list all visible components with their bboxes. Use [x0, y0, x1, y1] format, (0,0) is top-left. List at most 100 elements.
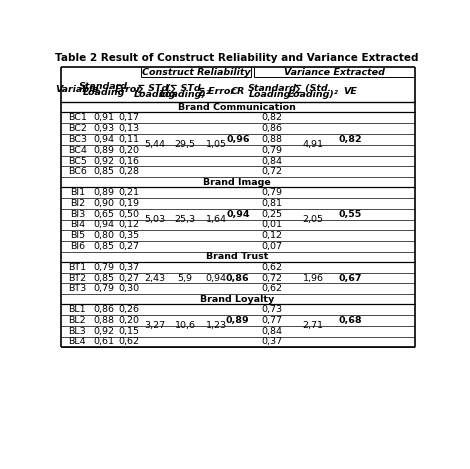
Text: 1,05: 1,05: [205, 140, 227, 149]
Text: ∑ Error: ∑ Error: [197, 87, 235, 96]
Text: 0,65: 0,65: [93, 210, 114, 219]
Text: 0,82: 0,82: [261, 113, 282, 122]
Text: Table 2 Result of Construct Reliability and Variance Extracted: Table 2 Result of Construct Reliability …: [55, 53, 419, 63]
Text: 0,94: 0,94: [93, 220, 114, 229]
Text: 25,3: 25,3: [174, 215, 196, 224]
Text: 0,07: 0,07: [261, 242, 282, 251]
Text: 1,23: 1,23: [205, 321, 227, 330]
Text: 0,17: 0,17: [118, 113, 139, 122]
Text: 0,27: 0,27: [118, 273, 139, 282]
Text: 5,9: 5,9: [178, 273, 193, 282]
Text: 29,5: 29,5: [174, 140, 196, 149]
Text: BI1: BI1: [70, 188, 85, 197]
Text: 0,27: 0,27: [118, 242, 139, 251]
Text: Standard: Standard: [247, 84, 297, 93]
Text: 0,79: 0,79: [93, 263, 114, 272]
Text: 0,79: 0,79: [93, 284, 114, 293]
Text: 0,81: 0,81: [261, 199, 282, 208]
Text: 0,25: 0,25: [261, 210, 282, 219]
Text: 1,64: 1,64: [205, 215, 227, 224]
Text: 0,26: 0,26: [118, 305, 139, 314]
Text: 0,21: 0,21: [118, 188, 139, 197]
Text: 0,80: 0,80: [93, 231, 114, 240]
Text: BL2: BL2: [69, 316, 86, 325]
Text: 0,85: 0,85: [93, 167, 114, 176]
Text: 0,93: 0,93: [93, 124, 114, 133]
Text: 0,72: 0,72: [261, 273, 282, 282]
Text: 5,03: 5,03: [144, 215, 165, 224]
Text: BT3: BT3: [68, 284, 86, 293]
Text: BC5: BC5: [68, 157, 87, 166]
Text: 0,28: 0,28: [118, 167, 139, 176]
Text: 0,94: 0,94: [205, 273, 227, 282]
Text: BT2: BT2: [68, 273, 86, 282]
Text: 0,61: 0,61: [93, 338, 114, 347]
Text: 0,12: 0,12: [118, 220, 139, 229]
Text: 0,89: 0,89: [93, 188, 114, 197]
Text: 0,92: 0,92: [93, 327, 114, 336]
Text: 0,88: 0,88: [261, 135, 282, 144]
Text: ∑ STd.: ∑ STd.: [138, 84, 172, 93]
Text: Brand Image: Brand Image: [203, 178, 271, 187]
Text: 0,72: 0,72: [261, 167, 282, 176]
Text: Construct Reliability: Construct Reliability: [141, 68, 250, 76]
Text: VE: VE: [343, 87, 357, 96]
Text: 5,44: 5,44: [144, 140, 165, 149]
Text: 0,50: 0,50: [118, 210, 139, 219]
Text: 0,55: 0,55: [338, 210, 362, 219]
Text: Loading: Loading: [83, 88, 125, 98]
Text: 0,20: 0,20: [118, 146, 139, 155]
Text: 0,20: 0,20: [118, 316, 139, 325]
Text: 10,6: 10,6: [174, 321, 196, 330]
Text: 0,94: 0,94: [93, 135, 114, 144]
Text: 3,27: 3,27: [144, 321, 165, 330]
Text: 4,91: 4,91: [303, 140, 323, 149]
Text: 0,85: 0,85: [93, 242, 114, 251]
Text: 0,12: 0,12: [261, 231, 282, 240]
Text: BC4: BC4: [68, 146, 87, 155]
Text: BC6: BC6: [68, 167, 87, 176]
Text: CR: CR: [231, 87, 245, 96]
Text: 0,19: 0,19: [118, 199, 139, 208]
Text: 0,67: 0,67: [338, 273, 362, 282]
Text: Loading: Loading: [133, 90, 176, 99]
Text: BC3: BC3: [68, 135, 87, 144]
Text: 0,86: 0,86: [261, 124, 282, 133]
Text: 0,77: 0,77: [261, 316, 282, 325]
Text: 0,01: 0,01: [261, 220, 282, 229]
Text: 0,11: 0,11: [118, 135, 139, 144]
Text: Brand Communication: Brand Communication: [178, 103, 296, 112]
Text: Loading)²: Loading)²: [288, 90, 338, 99]
Text: 2,43: 2,43: [144, 273, 165, 282]
Text: 0,37: 0,37: [118, 263, 139, 272]
Text: Variance Extracted: Variance Extracted: [284, 68, 385, 76]
Text: 0,85: 0,85: [93, 273, 114, 282]
Text: 0,35: 0,35: [118, 231, 139, 240]
Text: Error: Error: [115, 85, 142, 94]
Text: BI2: BI2: [70, 199, 85, 208]
Text: 1,96: 1,96: [303, 273, 323, 282]
Text: 0,15: 0,15: [118, 327, 139, 336]
Text: BL4: BL4: [69, 338, 86, 347]
Text: Variable: Variable: [55, 85, 99, 94]
Text: BI3: BI3: [70, 210, 85, 219]
Text: 0,91: 0,91: [93, 113, 114, 122]
Text: BC2: BC2: [68, 124, 87, 133]
Text: 0,96: 0,96: [226, 135, 250, 144]
Text: 0,90: 0,90: [93, 199, 114, 208]
Text: 0,92: 0,92: [93, 157, 114, 166]
Text: 2,71: 2,71: [303, 321, 323, 330]
Text: BT1: BT1: [68, 263, 86, 272]
Text: (∑ STd.: (∑ STd.: [166, 84, 204, 93]
Text: 0,37: 0,37: [261, 338, 282, 347]
Text: BI4: BI4: [70, 220, 85, 229]
Text: Brand Loyalty: Brand Loyalty: [200, 295, 274, 304]
Text: 0,62: 0,62: [118, 338, 139, 347]
Text: 0,89: 0,89: [93, 146, 114, 155]
Text: BI6: BI6: [70, 242, 85, 251]
Text: 0,62: 0,62: [261, 284, 282, 293]
Text: 0,86: 0,86: [93, 305, 114, 314]
Text: 0,84: 0,84: [261, 327, 282, 336]
Text: Loading²: Loading²: [249, 90, 295, 99]
Text: Standard: Standard: [79, 82, 128, 91]
